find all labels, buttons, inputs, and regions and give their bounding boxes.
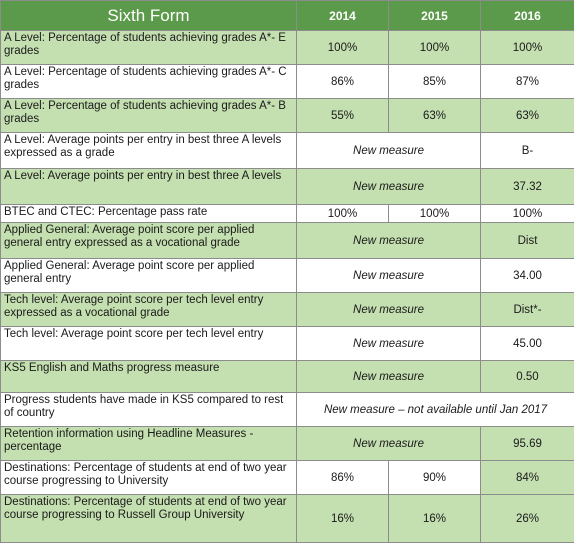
table-row: A Level: Percentage of students achievin… [0,64,574,99]
row-label: A Level: Percentage of students achievin… [0,98,297,133]
value-2015: 16% [388,494,481,543]
value-2015: 90% [388,460,481,495]
row-label: Progress students have made in KS5 compa… [0,392,297,427]
value-2014: 16% [296,494,389,543]
new-measure-cell: New measure [296,326,481,361]
value-2014: 86% [296,460,389,495]
value-2016: 45.00 [480,326,574,361]
table-row: A Level: Average points per entry in bes… [0,168,574,205]
new-measure-cell: New measure [296,258,481,293]
row-label: Applied General: Average point score per… [0,258,297,293]
value-2016: Dist*- [480,292,574,327]
value-2015: 100% [388,204,481,223]
row-label: BTEC and CTEC: Percentage pass rate [0,204,297,223]
value-2016: 0.50 [480,360,574,393]
table-row: Destinations: Percentage of students at … [0,460,574,495]
value-2016: B- [480,132,574,169]
row-label: Applied General: Average point score per… [0,222,297,259]
year-header-2015: 2015 [388,0,481,31]
new-measure-cell: New measure [296,168,481,205]
row-label: A Level: Average points per entry in bes… [0,168,297,205]
table-row: BTEC and CTEC: Percentage pass rate 100%… [0,204,574,223]
value-2016: 63% [480,98,574,133]
table-row: A Level: Percentage of students achievin… [0,30,574,65]
year-header-2014: 2014 [296,0,389,31]
row-label: Retention information using Headline Mea… [0,426,297,461]
value-2015: 100% [388,30,481,65]
value-2014: 86% [296,64,389,99]
new-measure-cell: New measure [296,222,481,259]
row-label: A Level: Percentage of students achievin… [0,64,297,99]
row-label: Destinations: Percentage of students at … [0,494,297,543]
new-measure-cell: New measure [296,292,481,327]
value-2014: 55% [296,98,389,133]
value-2016: 34.00 [480,258,574,293]
new-measure-cell: New measure [296,360,481,393]
table-row: A Level: Average points per entry in bes… [0,132,574,169]
value-2016: 87% [480,64,574,99]
value-2015: 85% [388,64,481,99]
year-header-2016: 2016 [480,0,574,31]
value-2016: Dist [480,222,574,259]
value-2016: 37.32 [480,168,574,205]
row-label: Destinations: Percentage of students at … [0,460,297,495]
table-row: Applied General: Average point score per… [0,258,574,293]
table-row: Tech level: Average point score per tech… [0,326,574,361]
row-label: Tech level: Average point score per tech… [0,326,297,361]
table-row: Applied General: Average point score per… [0,222,574,259]
value-2014: 100% [296,204,389,223]
table-row: Retention information using Headline Mea… [0,426,574,461]
table-row: A Level: Percentage of students achievin… [0,98,574,133]
table-title: Sixth Form [0,0,297,31]
value-2016: 100% [480,30,574,65]
value-2016: 95.69 [480,426,574,461]
value-2014: 100% [296,30,389,65]
new-measure-cell: New measure [296,426,481,461]
table-row: Progress students have made in KS5 compa… [0,392,574,427]
row-label: Tech level: Average point score per tech… [0,292,297,327]
row-label: KS5 English and Maths progress measure [0,360,297,393]
value-2016: 100% [480,204,574,223]
table-row: KS5 English and Maths progress measure N… [0,360,574,393]
table-row: Tech level: Average point score per tech… [0,292,574,327]
sixth-form-table: Sixth Form 2014 2015 2016 A Level: Perce… [0,0,574,543]
header-row: Sixth Form 2014 2015 2016 [0,0,574,31]
value-2016: 84% [480,460,574,495]
row-label: A Level: Average points per entry in bes… [0,132,297,169]
not-available-cell: New measure – not available until Jan 20… [296,392,574,427]
table-row: Destinations: Percentage of students at … [0,494,574,543]
row-label: A Level: Percentage of students achievin… [0,30,297,65]
value-2015: 63% [388,98,481,133]
new-measure-cell: New measure [296,132,481,169]
value-2016: 26% [480,494,574,543]
